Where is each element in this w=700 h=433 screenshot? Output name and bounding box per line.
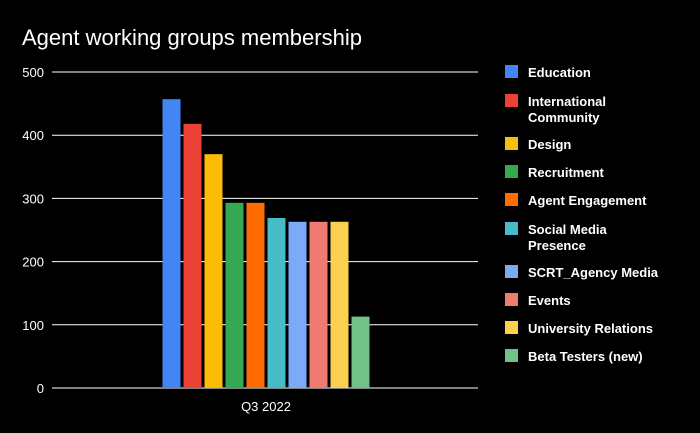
bar-agent-engagement bbox=[246, 202, 265, 388]
legend-label: University Relations bbox=[528, 321, 653, 336]
bar-events bbox=[309, 221, 328, 388]
legend-swatch bbox=[505, 65, 518, 78]
legend-label: Events bbox=[528, 293, 571, 308]
legend-swatch bbox=[505, 137, 518, 150]
bar-scrt-agency-media bbox=[288, 221, 307, 388]
y-tick-label: 400 bbox=[22, 128, 44, 143]
bar-international-community bbox=[183, 123, 202, 388]
chart-title: Agent working groups membership bbox=[22, 25, 362, 50]
legend-label: Recruitment bbox=[528, 165, 605, 180]
bar-social-media-presence bbox=[267, 217, 286, 388]
y-tick-label: 300 bbox=[22, 191, 44, 206]
bar-beta-testers-new- bbox=[351, 316, 370, 388]
legend-swatch bbox=[505, 349, 518, 362]
bar-design bbox=[204, 154, 223, 388]
y-tick-label: 100 bbox=[22, 318, 44, 333]
bar-recruitment bbox=[225, 202, 244, 388]
y-tick-label: 500 bbox=[22, 65, 44, 80]
y-tick-label: 200 bbox=[22, 255, 44, 270]
legend-swatch bbox=[505, 265, 518, 278]
legend-swatch bbox=[505, 165, 518, 178]
y-axis-ticks: 0 100 200 300 400 500 bbox=[22, 65, 44, 396]
legend-label: Design bbox=[528, 137, 571, 152]
y-tick-label: 0 bbox=[37, 381, 44, 396]
legend-swatch bbox=[505, 193, 518, 206]
legend-label: Agent Engagement bbox=[528, 193, 647, 208]
legend-label: Education bbox=[528, 65, 591, 80]
legend: Education International Community Design Rec… bbox=[505, 65, 659, 364]
legend-swatch bbox=[505, 293, 518, 306]
x-tick-label: Q3 2022 bbox=[241, 399, 291, 414]
legend-label: Beta Testers (new) bbox=[528, 349, 643, 364]
legend-swatch bbox=[505, 222, 518, 235]
legend-label: International Community bbox=[528, 94, 606, 125]
bar-university-relations bbox=[330, 221, 349, 388]
bar-education bbox=[162, 99, 181, 389]
legend-label: SCRT_Agency Media bbox=[528, 265, 659, 280]
legend-swatch bbox=[505, 94, 518, 107]
legend-label: Social Media Presence bbox=[528, 222, 608, 253]
gridlines bbox=[52, 71, 478, 389]
x-axis-ticks: Q3 2022 bbox=[241, 399, 291, 414]
legend-swatch bbox=[505, 321, 518, 334]
bars bbox=[162, 99, 370, 389]
